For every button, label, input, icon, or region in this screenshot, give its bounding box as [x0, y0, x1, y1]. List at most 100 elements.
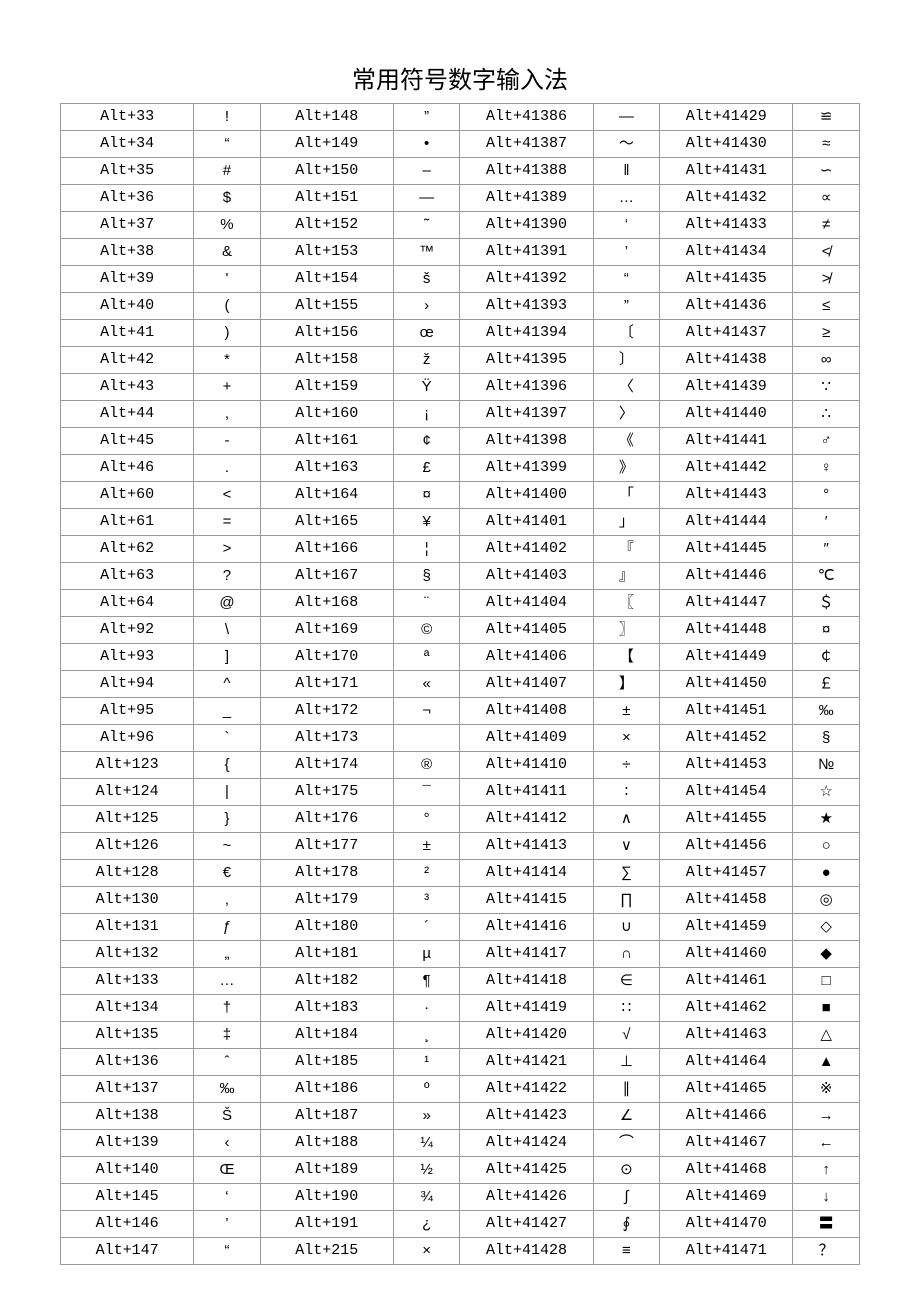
symbol-cell: ≡ [593, 1238, 660, 1265]
alt-code-cell: Alt+186 [260, 1076, 393, 1103]
symbol-cell: 《 [593, 428, 660, 455]
symbol-cell: § [793, 725, 860, 752]
alt-code-cell: Alt+179 [260, 887, 393, 914]
alt-code-cell: Alt+140 [61, 1157, 194, 1184]
alt-code-cell: Alt+168 [260, 590, 393, 617]
symbol-cell: ￠ [793, 644, 860, 671]
symbol-cell: ≮ [793, 239, 860, 266]
symbol-cell: ♂ [793, 428, 860, 455]
symbol-cell: ¨ [393, 590, 460, 617]
alt-code-cell: Alt+41450 [660, 671, 793, 698]
table-row: Alt+133…Alt+182¶Alt+41418∈Alt+41461□ [61, 968, 860, 995]
alt-code-cell: Alt+41458 [660, 887, 793, 914]
alt-code-cell: Alt+41398 [460, 428, 593, 455]
table-row: Alt+46.Alt+163£Alt+41399》Alt+41442♀ [61, 455, 860, 482]
alt-code-cell: Alt+41449 [660, 644, 793, 671]
alt-code-cell: Alt+185 [260, 1049, 393, 1076]
symbol-cell: ] [194, 644, 261, 671]
alt-code-cell: Alt+43 [61, 374, 194, 401]
table-row: Alt+95_Alt+172¬Alt+41408±Alt+41451‰ [61, 698, 860, 725]
alt-code-cell: Alt+41418 [460, 968, 593, 995]
table-row: Alt+35#Alt+150–Alt+41388‖Alt+41431∽ [61, 158, 860, 185]
symbol-cell: = [194, 509, 261, 536]
alt-code-cell: Alt+41406 [460, 644, 593, 671]
alt-code-cell: Alt+153 [260, 239, 393, 266]
alt-code-cell: Alt+41393 [460, 293, 593, 320]
symbol-cell: ★ [793, 806, 860, 833]
alt-code-cell: Alt+164 [260, 482, 393, 509]
symbol-cell: Š [194, 1103, 261, 1130]
alt-code-cell: Alt+159 [260, 374, 393, 401]
symbol-cell: µ [393, 941, 460, 968]
symbol-cell: ‘ [194, 1184, 261, 1211]
symbol-cell: 『 [593, 536, 660, 563]
alt-code-cell: Alt+41396 [460, 374, 593, 401]
alt-code-cell: Alt+155 [260, 293, 393, 320]
symbol-cell: ℃ [793, 563, 860, 590]
symbol-cell: ⊥ [593, 1049, 660, 1076]
symbol-cell: - [194, 428, 261, 455]
alt-code-cell: Alt+151 [260, 185, 393, 212]
symbol-cell: · [393, 995, 460, 1022]
symbol-cell: ～ [593, 131, 660, 158]
alt-code-cell: Alt+182 [260, 968, 393, 995]
alt-code-cell: Alt+94 [61, 671, 194, 698]
alt-code-cell: Alt+169 [260, 617, 393, 644]
table-row: Alt+96`Alt+173Alt+41409×Alt+41452§ [61, 725, 860, 752]
alt-code-cell: Alt+45 [61, 428, 194, 455]
symbol-cell: № [793, 752, 860, 779]
symbol-cell: | [194, 779, 261, 806]
alt-code-cell: Alt+146 [61, 1211, 194, 1238]
symbol-cell: 〖 [593, 590, 660, 617]
symbol-cell: ˆ [194, 1049, 261, 1076]
symbol-cell: 「 [593, 482, 660, 509]
alt-code-cell: Alt+93 [61, 644, 194, 671]
symbol-cell: * [194, 347, 261, 374]
symbol-cell: 」 [593, 509, 660, 536]
alt-code-cell: Alt+41462 [660, 995, 793, 1022]
alt-code-cell: Alt+150 [260, 158, 393, 185]
alt-code-cell: Alt+41451 [660, 698, 793, 725]
alt-code-cell: Alt+41460 [660, 941, 793, 968]
symbol-cell: ° [793, 482, 860, 509]
symbol-cell: ¤ [793, 617, 860, 644]
symbol-cell: @ [194, 590, 261, 617]
table-row: Alt+37%Alt+152˜Alt+41390‘Alt+41433≠ [61, 212, 860, 239]
alt-code-cell: Alt+41440 [660, 401, 793, 428]
symbol-cell: ¾ [393, 1184, 460, 1211]
symbol-cell: ± [593, 698, 660, 725]
alt-code-cell: Alt+133 [61, 968, 194, 995]
alt-code-cell: Alt+41463 [660, 1022, 793, 1049]
alt-code-cell: Alt+172 [260, 698, 393, 725]
table-row: Alt+92\Alt+169©Alt+41405〗Alt+41448¤ [61, 617, 860, 644]
symbol-cell: △ [793, 1022, 860, 1049]
symbol-cell: ® [393, 752, 460, 779]
alt-code-cell: Alt+41402 [460, 536, 593, 563]
symbol-cell: ？ [793, 1238, 860, 1265]
symbol-cell: ³ [393, 887, 460, 914]
table-row: Alt+44,Alt+160¡Alt+41397〉Alt+41440∴ [61, 401, 860, 428]
alt-code-cell: Alt+41400 [460, 482, 593, 509]
symbol-cell: ≥ [793, 320, 860, 347]
symbol-cell: ) [194, 320, 261, 347]
symbol-cell: ‰ [194, 1076, 261, 1103]
symbol-cell: { [194, 752, 261, 779]
symbol-cell: 】 [593, 671, 660, 698]
table-row: Alt+124|Alt+175¯Alt+41411∶Alt+41454☆ [61, 779, 860, 806]
symbol-cell: ◇ [793, 914, 860, 941]
table-row: Alt+61=Alt+165¥Alt+41401」Alt+41444′ [61, 509, 860, 536]
table-row: Alt+43+Alt+159ŸAlt+41396〈Alt+41439∵ [61, 374, 860, 401]
alt-code-cell: Alt+38 [61, 239, 194, 266]
symbol-cell: ¤ [393, 482, 460, 509]
alt-code-cell: Alt+41442 [660, 455, 793, 482]
symbol-cell: ” [393, 104, 460, 131]
alt-code-cell: Alt+41457 [660, 860, 793, 887]
symbol-cell: ∝ [793, 185, 860, 212]
table-row: Alt+60<Alt+164¤Alt+41400「Alt+41443° [61, 482, 860, 509]
alt-code-cell: Alt+183 [260, 995, 393, 1022]
symbol-cell: 〈 [593, 374, 660, 401]
symbol-cell: — [593, 104, 660, 131]
alt-code-cell: Alt+126 [61, 833, 194, 860]
symbol-cell: $ [194, 185, 261, 212]
symbol-cell: ( [194, 293, 261, 320]
